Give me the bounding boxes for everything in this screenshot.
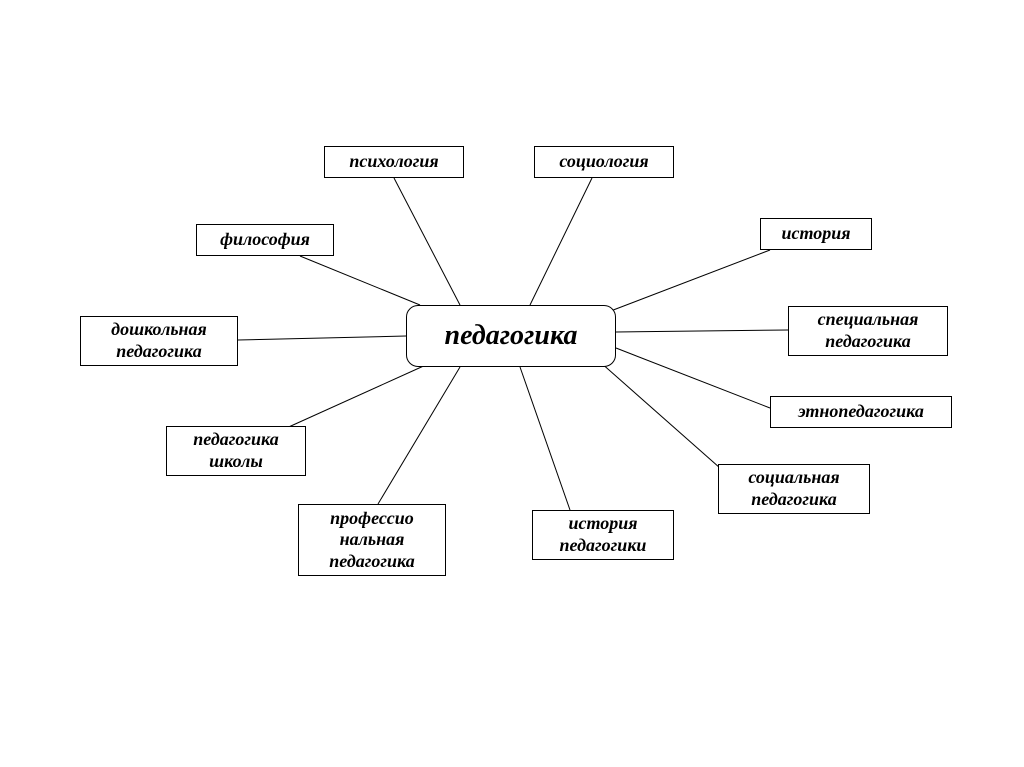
edge-psychology xyxy=(394,178,460,305)
diagram-canvas: педагогика психология социология философия… xyxy=(0,0,1024,767)
node-psychology: психология xyxy=(324,146,464,178)
edge-preschool xyxy=(238,336,406,340)
edge-ethno xyxy=(616,348,770,408)
edges-layer xyxy=(0,0,1024,767)
edge-history xyxy=(608,250,770,312)
node-philosophy: философия xyxy=(196,224,334,256)
edge-philosophy xyxy=(300,256,420,305)
node-label: дошкольная педагогика xyxy=(91,319,227,362)
center-label: педагогика xyxy=(445,319,578,353)
node-history: история xyxy=(760,218,872,250)
node-label: психология xyxy=(349,151,438,173)
node-preschool: дошкольная педагогика xyxy=(80,316,238,366)
node-label: философия xyxy=(220,229,310,251)
node-sociology: социология xyxy=(534,146,674,178)
center-node: педагогика xyxy=(406,305,616,367)
node-school: педагогика школы xyxy=(166,426,306,476)
node-label: педагогика школы xyxy=(177,429,295,472)
node-label: история педагогики xyxy=(543,513,663,556)
node-social: социальная педагогика xyxy=(718,464,870,514)
node-label: история xyxy=(781,223,850,245)
node-label: социология xyxy=(559,151,648,173)
node-label: социальная педагогика xyxy=(729,467,859,510)
node-label: специальная педагогика xyxy=(799,309,937,352)
node-professional: профессио нальная педагогика xyxy=(298,504,446,576)
node-label: этнопедагогика xyxy=(798,401,924,423)
edge-professional xyxy=(378,367,460,504)
edge-school xyxy=(282,364,428,430)
node-history_ped: история педагогики xyxy=(532,510,674,560)
node-ethno: этнопедагогика xyxy=(770,396,952,428)
edge-sociology xyxy=(530,178,592,305)
edge-special xyxy=(616,330,788,332)
edge-history_ped xyxy=(520,367,570,510)
node-label: профессио нальная педагогика xyxy=(309,508,435,573)
edge-social xyxy=(600,362,720,468)
node-special: специальная педагогика xyxy=(788,306,948,356)
